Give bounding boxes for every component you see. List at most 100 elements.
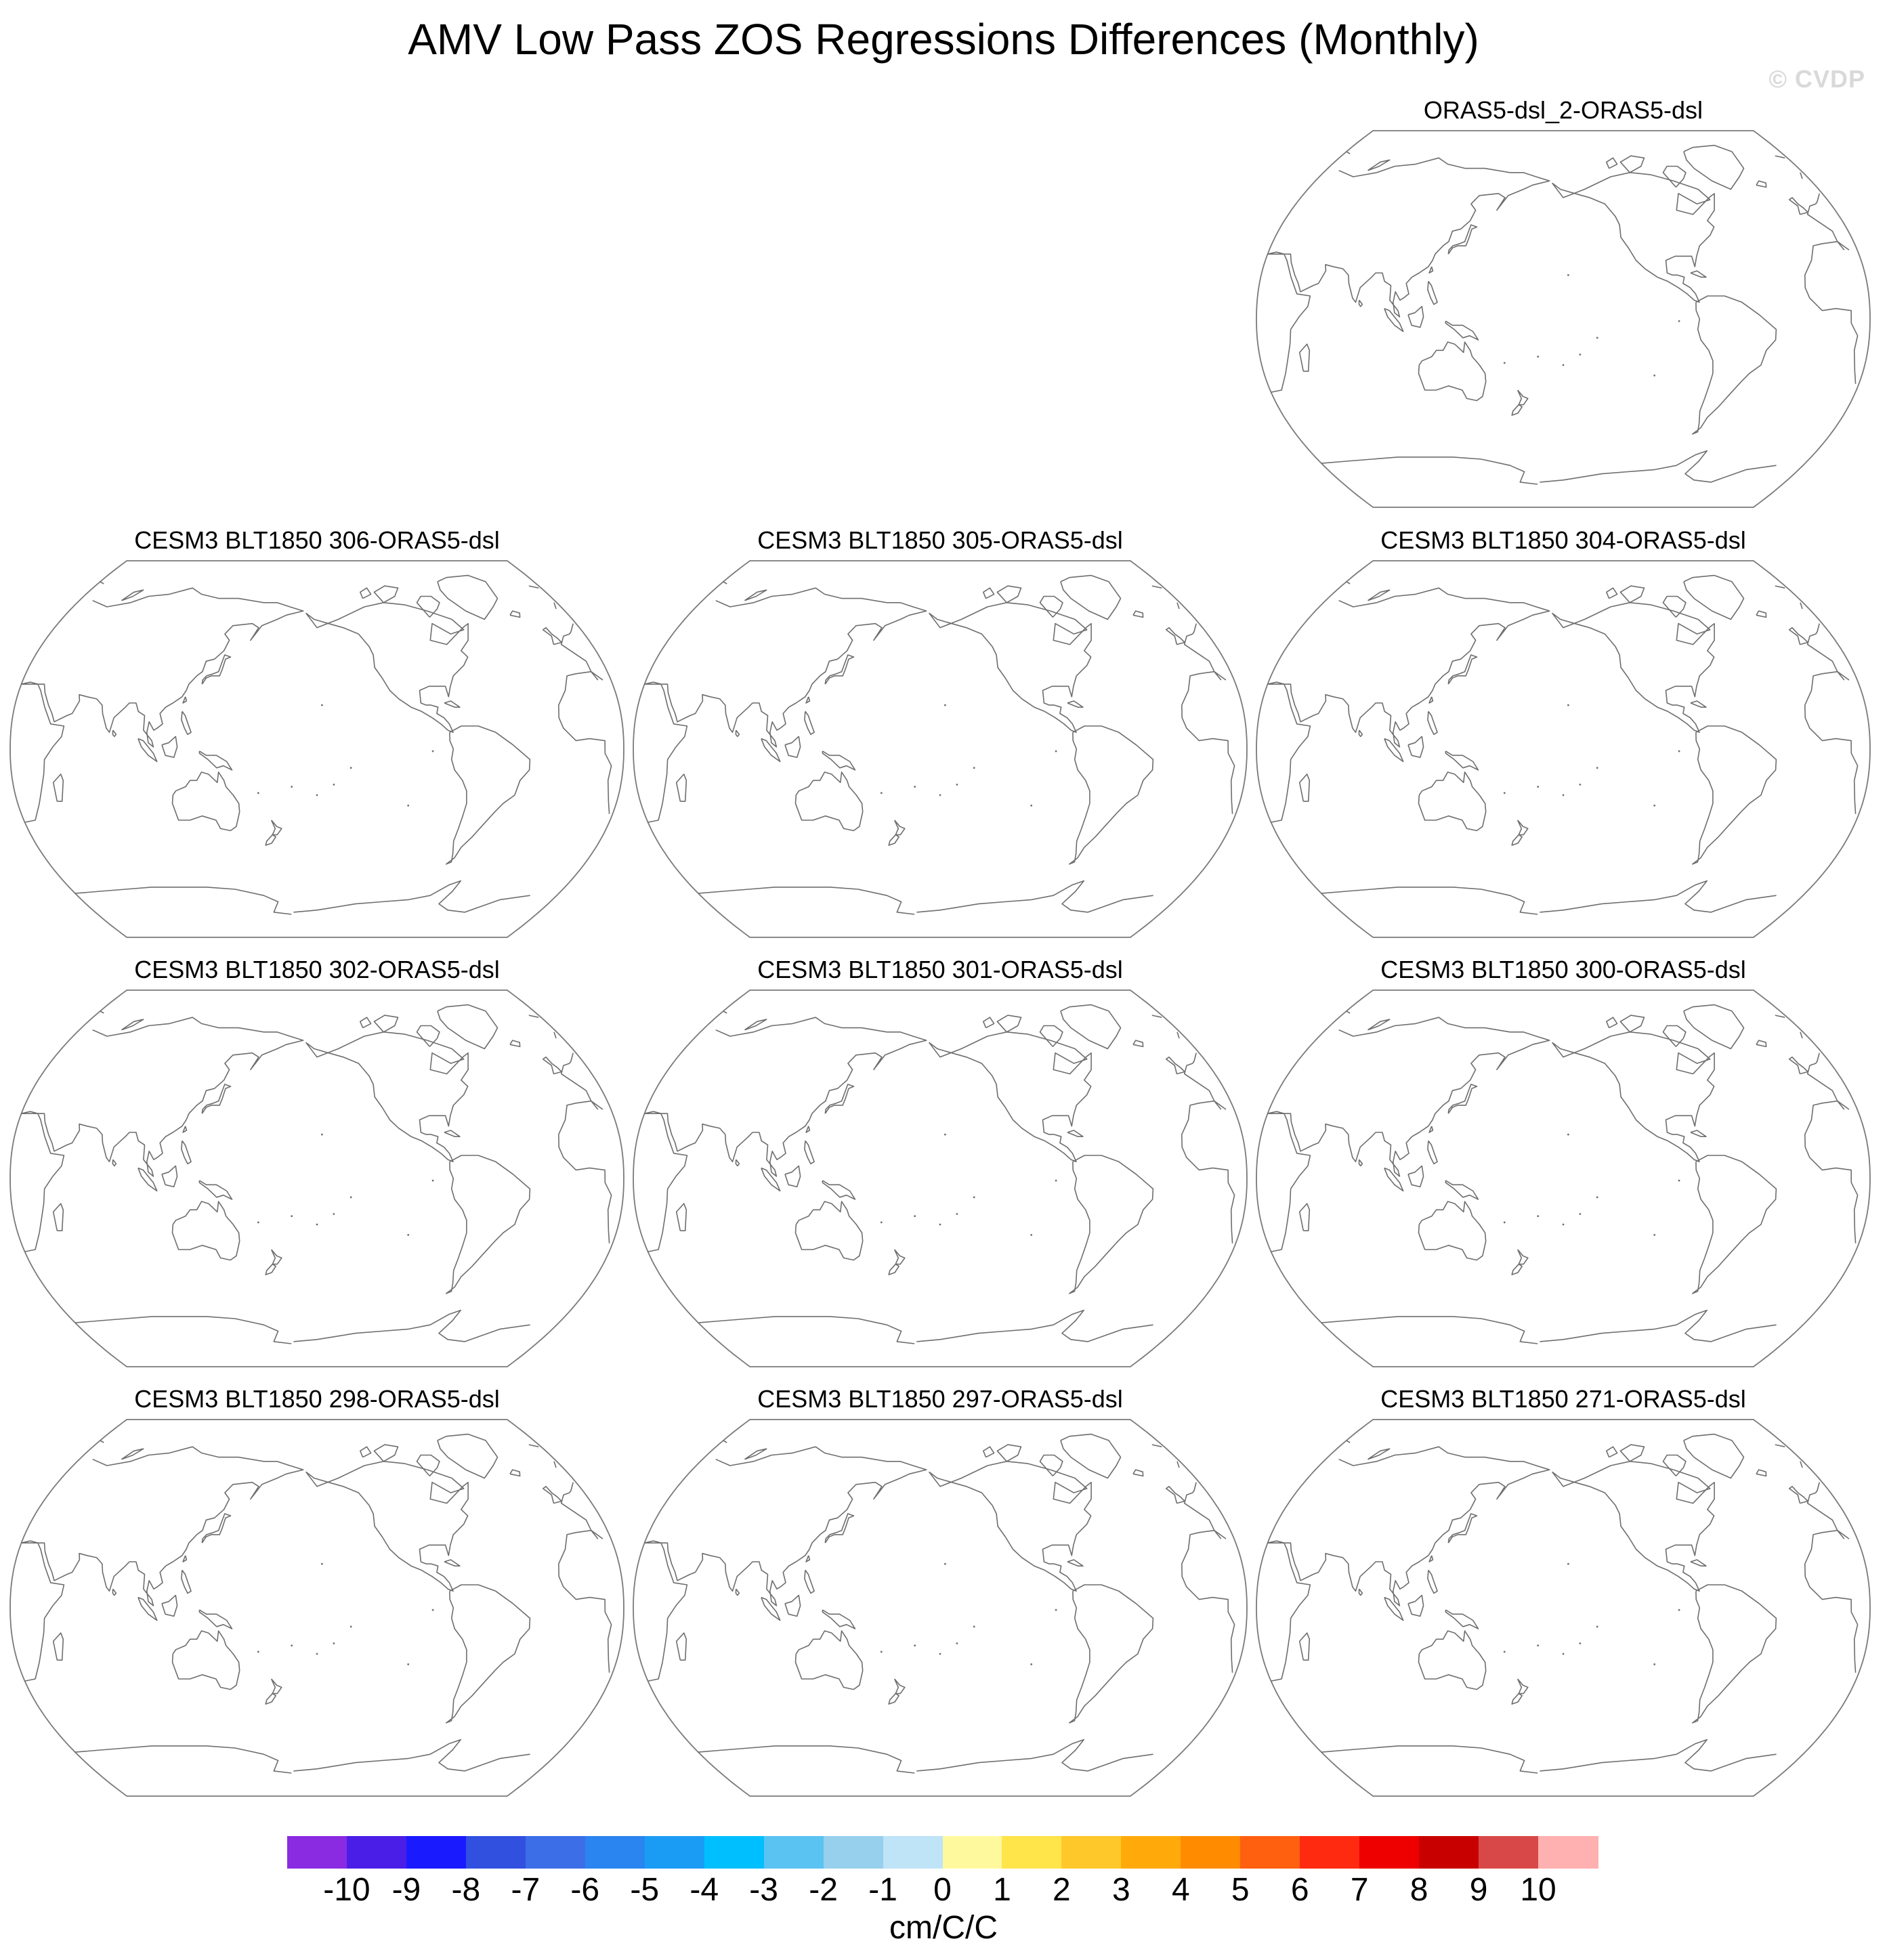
coastline — [744, 589, 767, 601]
coastline — [1427, 1569, 1438, 1594]
coastline — [1298, 773, 1311, 802]
colorbar-box — [346, 1836, 407, 1869]
panel-title: CESM3 BLT1850 305-ORAS5-dsl — [757, 526, 1123, 554]
map-panel: CESM3 BLT1850 306-ORAS5-dsl — [9, 527, 625, 947]
colorbar-box — [1181, 1836, 1241, 1869]
island — [407, 805, 410, 807]
coastline — [1427, 280, 1438, 305]
coastline — [112, 1588, 117, 1596]
coastline — [75, 1309, 530, 1344]
coastline — [1067, 1130, 1084, 1137]
coastline — [1692, 725, 1777, 865]
island — [1030, 805, 1033, 807]
coastline — [675, 1203, 687, 1231]
coastline — [1418, 771, 1487, 832]
island — [333, 1642, 335, 1644]
island — [914, 1644, 916, 1646]
coastline — [1298, 343, 1311, 372]
colorbar-box — [1479, 1836, 1539, 1869]
coastline — [360, 1017, 372, 1029]
robinson-world-map — [9, 989, 624, 1367]
coastline — [1165, 1486, 1185, 1504]
coastline — [1418, 341, 1487, 402]
panel-title: CESM3 BLT1850 297-ORAS5-dsl — [757, 1385, 1123, 1413]
coastline — [1788, 1486, 1808, 1504]
coastline — [735, 729, 740, 738]
colorbar-box — [644, 1836, 705, 1869]
colorbar-box — [942, 1836, 1003, 1869]
island — [1055, 1179, 1057, 1182]
map-panel: ORAS5-dsl_2-ORAS5-dsl — [1255, 97, 1871, 517]
coastline — [1358, 729, 1363, 738]
colorbar-box — [406, 1836, 467, 1869]
colorbar-tick-label: 0 — [933, 1872, 952, 1908]
coastline — [1039, 1454, 1063, 1476]
coastline — [265, 834, 276, 846]
island — [291, 1644, 293, 1646]
coastlines — [1267, 574, 1859, 915]
coastline — [1428, 1555, 1434, 1562]
coastline — [928, 1031, 1092, 1163]
coastline — [137, 1167, 158, 1192]
coastline — [305, 602, 469, 733]
coastline — [996, 1444, 1022, 1462]
map-panel: CESM3 BLT1850 304-ORAS5-dsl — [1255, 527, 1871, 947]
coastline — [121, 1448, 144, 1460]
colorbar-tick-label: 1 — [993, 1872, 1011, 1908]
coastline — [1447, 1084, 1478, 1114]
coastline — [723, 1010, 1162, 1018]
colorbar-box — [1240, 1836, 1300, 1869]
coastline — [1165, 1057, 1185, 1075]
island — [1678, 750, 1680, 752]
colorbar-box — [704, 1836, 765, 1869]
map-panel: CESM3 BLT1850 301-ORAS5-dsl — [632, 956, 1248, 1376]
coastline — [784, 1165, 801, 1188]
panel-title: CESM3 BLT1850 271-ORAS5-dsl — [1380, 1385, 1746, 1413]
coastline — [1358, 1588, 1363, 1596]
coastline — [888, 1692, 899, 1705]
colorbar-tick-label: 7 — [1350, 1872, 1369, 1908]
island — [1503, 1221, 1506, 1224]
colorbar-box — [1538, 1836, 1598, 1869]
coastline — [804, 710, 815, 736]
coastline — [804, 1569, 815, 1594]
coastline — [735, 1588, 740, 1596]
coastline — [360, 1446, 372, 1458]
coastline — [996, 585, 1022, 603]
island — [1567, 704, 1569, 706]
coastline — [171, 1201, 240, 1261]
coastline — [1445, 1180, 1479, 1200]
coastline — [644, 587, 1227, 748]
coastline — [1517, 389, 1529, 406]
island — [1562, 1653, 1565, 1655]
colorbar-box — [1002, 1836, 1062, 1869]
coastline — [1756, 1040, 1767, 1048]
coastline — [1267, 1017, 1850, 1177]
coastline — [21, 1100, 612, 1252]
coastline — [446, 725, 531, 865]
island — [349, 1625, 352, 1628]
coastline — [698, 1309, 1153, 1344]
island — [349, 767, 352, 769]
colorbar-box — [287, 1836, 347, 1869]
coastline — [1298, 1632, 1311, 1661]
coastline — [121, 589, 144, 601]
island — [321, 1133, 323, 1136]
coastlines — [644, 1433, 1235, 1774]
coastline — [137, 1596, 158, 1621]
coastline — [761, 1167, 781, 1192]
coastline — [1511, 404, 1523, 416]
coastline — [928, 602, 1092, 733]
coastline — [1346, 151, 1785, 158]
coastlines — [21, 1433, 612, 1774]
map-outline — [9, 1419, 624, 1797]
coastline — [1321, 1739, 1777, 1774]
coastline — [1067, 1559, 1084, 1567]
colorbar-tick-label: -8 — [451, 1872, 481, 1908]
coastline — [181, 710, 192, 736]
coastline — [437, 574, 499, 620]
coastline — [1321, 450, 1777, 485]
coastline — [1039, 1025, 1063, 1047]
map-panel: CESM3 BLT1850 271-ORAS5-dsl — [1255, 1386, 1871, 1806]
island — [257, 792, 259, 794]
